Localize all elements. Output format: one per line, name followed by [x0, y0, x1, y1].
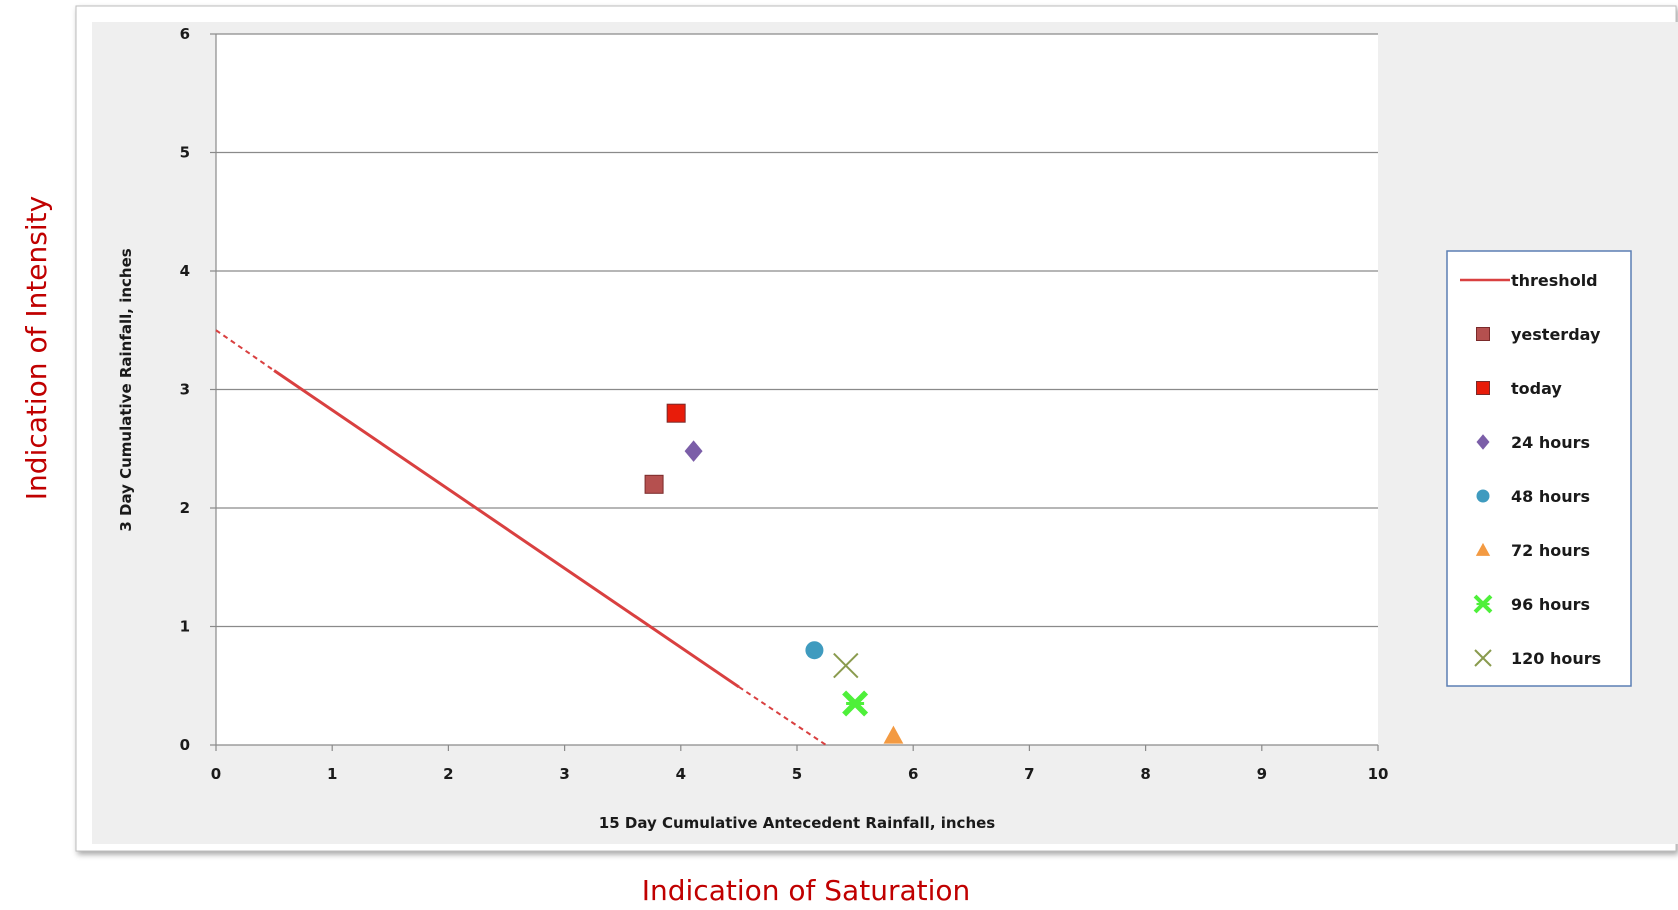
legend-label-72-hours: 72 hours	[1511, 541, 1590, 560]
y-tick-label: 4	[180, 262, 190, 280]
threshold-solid	[273, 369, 740, 689]
point-48-hours	[805, 641, 824, 660]
x-tick-label: 2	[443, 765, 453, 783]
point-24-hours	[684, 440, 703, 462]
x-tick-label: 7	[1024, 765, 1034, 783]
legend-swatch-120-hours	[1474, 649, 1492, 667]
point-96-hours	[842, 690, 869, 717]
legend-swatch-96-hours	[1473, 594, 1493, 614]
point-72-hours	[883, 725, 904, 744]
annotation-intensity: Indication of Intensity	[20, 196, 53, 500]
gridlines	[216, 33, 1378, 628]
legend-label-96-hours: 96 hours	[1511, 595, 1590, 614]
x-tick-label: 1	[327, 765, 337, 783]
threshold-line	[215, 329, 827, 746]
x-tick-label: 5	[792, 765, 802, 783]
x-tick-labels: 0 1 2 3 4 5 6 7 8 9 10	[211, 765, 1389, 783]
legend-label-24-hours: 24 hours	[1511, 433, 1590, 452]
x-tick-label: 6	[908, 765, 918, 783]
legend-label-today: today	[1511, 379, 1562, 398]
legend-label-120-hours: 120 hours	[1511, 649, 1601, 668]
x-axis-title: 15 Day Cumulative Antecedent Rainfall, i…	[599, 814, 996, 832]
legend-label-threshold: threshold	[1511, 271, 1598, 290]
x-tick-label: 3	[559, 765, 569, 783]
legend-label-48-hours: 48 hours	[1511, 487, 1590, 506]
point-today	[666, 403, 686, 423]
legend-swatch-72-hours	[1475, 542, 1491, 556]
x-tick-label: 4	[676, 765, 686, 783]
y-tick-label: 6	[180, 25, 190, 43]
y-tick-label: 5	[180, 144, 190, 162]
point-120-hours	[833, 652, 859, 679]
annotation-saturation: Indication of Saturation	[642, 874, 971, 907]
y-tick-label: 1	[180, 618, 190, 636]
x-tick-label: 8	[1140, 765, 1150, 783]
legend-swatch-24-hours	[1476, 434, 1490, 450]
x-tick-label: 10	[1368, 765, 1389, 783]
legend-swatch-yesterday	[1476, 327, 1490, 341]
legend-swatch-48-hours	[1476, 489, 1490, 503]
point-yesterday	[644, 474, 664, 494]
x-tick-label: 0	[211, 765, 221, 783]
legend-label-yesterday: yesterday	[1511, 325, 1601, 344]
y-axis-title: 3 Day Cumulative Rainfall, inches	[117, 248, 135, 531]
y-tick-label: 2	[180, 499, 190, 517]
legend-swatch-today	[1476, 381, 1490, 395]
y-tick-label: 0	[180, 736, 190, 754]
y-tick-label: 3	[180, 381, 190, 399]
data-points	[644, 403, 904, 744]
legend-box	[1446, 250, 1632, 687]
x-tick-label: 9	[1257, 765, 1267, 783]
legend: threshold yesterday today 24 hours 48 hours 7…	[1446, 250, 1632, 687]
threshold-dashed	[215, 329, 275, 372]
y-tick-labels: 0 1 2 3 4 5 6	[180, 25, 190, 754]
axes	[210, 33, 1379, 751]
